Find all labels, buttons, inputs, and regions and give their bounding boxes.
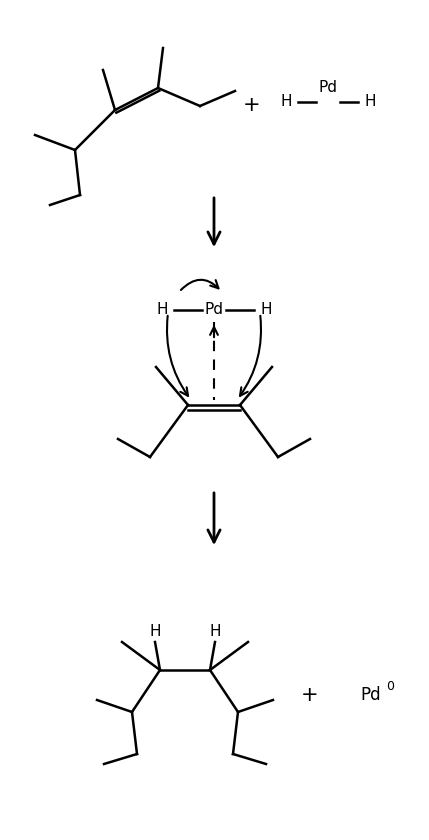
- Text: Pd: Pd: [205, 302, 224, 318]
- Text: H: H: [260, 302, 272, 318]
- Text: +: +: [243, 95, 261, 115]
- Text: H: H: [280, 94, 292, 109]
- Text: Pd: Pd: [318, 81, 338, 96]
- Text: Pd: Pd: [360, 686, 381, 704]
- Text: H: H: [156, 302, 168, 318]
- Text: H: H: [364, 94, 376, 109]
- Text: +: +: [301, 685, 319, 705]
- Text: 0: 0: [386, 680, 394, 694]
- Text: H: H: [209, 624, 221, 639]
- Text: H: H: [149, 624, 161, 639]
